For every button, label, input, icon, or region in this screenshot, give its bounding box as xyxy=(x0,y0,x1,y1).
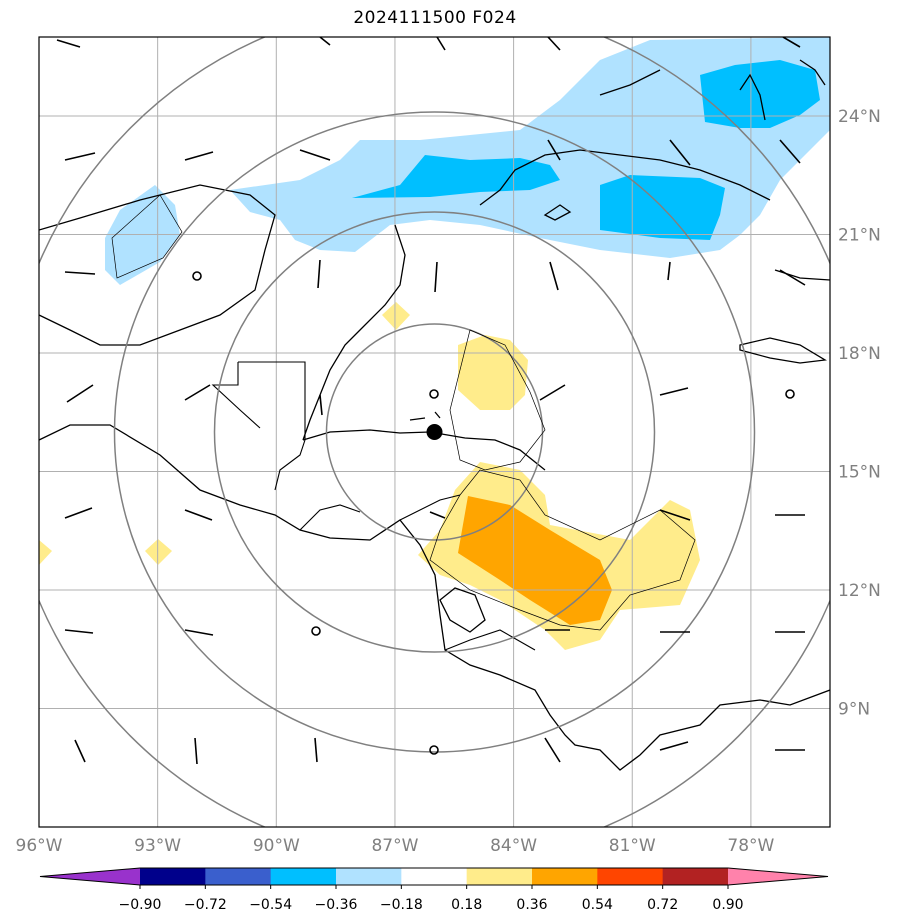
colorbar-label: −0.18 xyxy=(380,897,423,913)
lat-tick-label: 15°N xyxy=(838,463,881,483)
colorbar-extend-high xyxy=(728,868,828,885)
orange-region xyxy=(458,496,612,625)
lon-tick-label: 81°W xyxy=(609,836,656,856)
range-ring xyxy=(325,323,544,541)
colorbar-label: 0.90 xyxy=(712,897,743,913)
colorbar-label: −0.72 xyxy=(184,897,227,913)
colorbar-segment xyxy=(336,868,402,885)
colorbar-label: −0.36 xyxy=(315,897,358,913)
colorbar-label: 0.72 xyxy=(647,897,678,913)
colorbar-segment xyxy=(401,868,468,885)
longitude-tick-labels: 96°W 93°W 90°W 87°W 84°W 81°W 78°W xyxy=(16,836,775,856)
plot-frame xyxy=(38,36,831,828)
range-rings xyxy=(39,37,830,827)
colorbar-label: 0.36 xyxy=(516,897,547,913)
colorbar: −0.90 −0.72 −0.54 −0.36 −0.18 0.18 0.36 … xyxy=(39,867,829,913)
colorbar-ticks xyxy=(139,885,729,889)
coastlines xyxy=(39,59,830,771)
lon-tick-label: 90°W xyxy=(253,836,300,856)
country-borders xyxy=(211,361,536,651)
calm-wind-markers xyxy=(192,271,795,755)
colorbar-label: 0.54 xyxy=(582,897,613,913)
lon-tick-label: 87°W xyxy=(371,836,418,856)
storm-center-marker xyxy=(426,424,443,440)
contour-outlines xyxy=(111,194,696,631)
lat-tick-label: 12°N xyxy=(838,581,881,601)
graticule-lines xyxy=(39,37,830,827)
colorbar-segment xyxy=(532,868,598,885)
colorbar-extend-low xyxy=(40,868,140,885)
lat-tick-label: 21°N xyxy=(838,226,881,246)
map-plot-area xyxy=(39,37,830,827)
lat-tick-label: 9°N xyxy=(838,700,870,720)
colorbar-segment xyxy=(205,868,272,885)
colorbar-segment xyxy=(466,868,533,885)
colorbar-outline xyxy=(39,867,829,886)
lon-tick-label: 78°W xyxy=(727,836,774,856)
colorbar-segment xyxy=(140,868,206,885)
range-ring xyxy=(113,111,756,753)
colorbar-label: −0.90 xyxy=(119,897,162,913)
colorbar-label: 0.18 xyxy=(451,897,482,913)
lon-tick-label: 84°W xyxy=(490,836,537,856)
colorbar-segment xyxy=(597,868,664,885)
colorbar-segment xyxy=(270,868,337,885)
lat-tick-label: 24°N xyxy=(838,107,881,127)
colorbar-label: −0.54 xyxy=(249,897,292,913)
colorbar-segment xyxy=(662,868,729,885)
lon-tick-label: 93°W xyxy=(134,836,181,856)
map-title: 2024111500 F024 xyxy=(353,8,517,28)
wind-barbs xyxy=(56,37,806,765)
latitude-tick-labels: 24°N 21°N 18°N 15°N 12°N 9°N xyxy=(838,107,881,720)
colorbar-segments xyxy=(40,868,828,885)
lon-tick-label: 96°W xyxy=(16,836,63,856)
range-ring xyxy=(213,211,656,653)
colorbar-tick-labels: −0.90 −0.72 −0.54 −0.36 −0.18 0.18 0.36 … xyxy=(119,897,744,913)
lat-tick-label: 18°N xyxy=(838,344,881,364)
